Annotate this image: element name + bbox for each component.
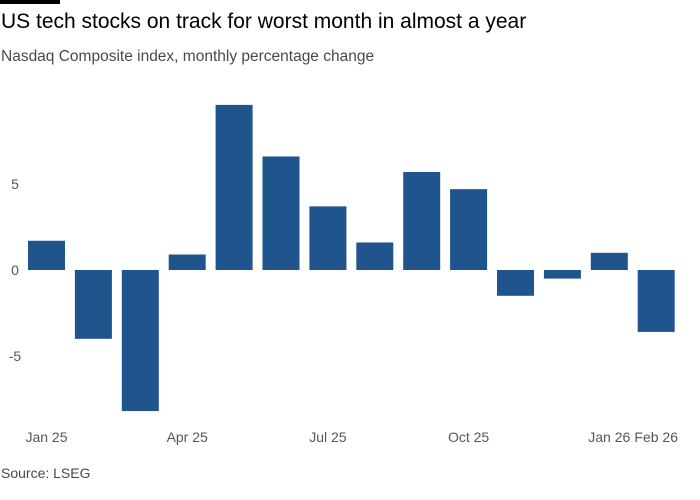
bar-mar-25 <box>121 270 159 412</box>
source-note: Source: LSEG <box>1 465 91 481</box>
x-tick-label: Apr 25 <box>167 429 208 445</box>
bar-feb-26 <box>637 270 675 332</box>
bar-jul-25 <box>309 206 347 270</box>
x-tick-label: Jul 25 <box>309 429 347 445</box>
bar-jan-25 <box>28 240 65 270</box>
bar-dec-25 <box>543 270 581 279</box>
x-tick-label: Oct 25 <box>448 429 489 445</box>
bar-jan-26 <box>590 252 628 270</box>
bar-jun-25 <box>262 156 300 270</box>
y-tick-label: 0 <box>11 262 19 278</box>
bar-apr-25 <box>168 254 206 270</box>
bar-oct-25 <box>450 189 488 270</box>
chart-subtitle: Nasdaq Composite index, monthly percenta… <box>1 48 375 65</box>
bar-feb-25 <box>74 270 112 339</box>
bar-aug-25 <box>356 242 394 270</box>
bar-may-25 <box>215 104 253 270</box>
x-tick-label: Jan 26 <box>588 429 630 445</box>
y-tick-label: -5 <box>9 348 22 364</box>
bar-nov-25 <box>497 270 534 296</box>
brand-bar <box>0 0 60 4</box>
x-tick-label: Feb 26 <box>634 429 678 445</box>
x-tick-label: Jan 25 <box>25 429 67 445</box>
chart-title: US tech stocks on track for worst month … <box>1 10 527 33</box>
bar-sep-25 <box>403 171 441 270</box>
y-tick-label: 5 <box>11 176 19 192</box>
